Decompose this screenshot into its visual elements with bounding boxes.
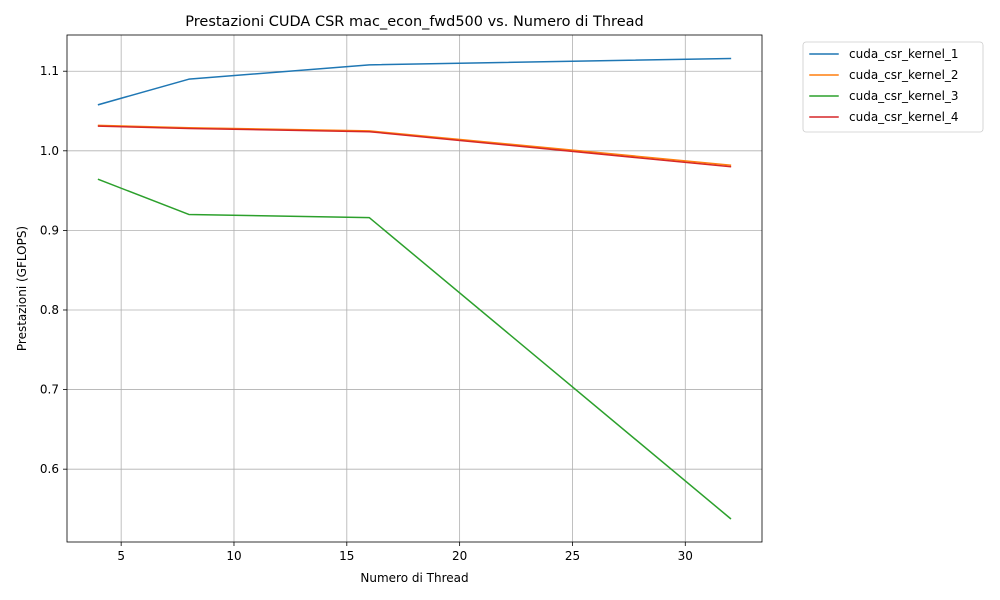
legend-label-3: cuda_csr_kernel_3 [849,89,959,103]
x-axis-label: Numero di Thread [360,571,468,585]
y-tick-label: 0.8 [40,303,59,317]
series-line-3 [97,178,732,520]
axis-ticks: 5 10 15 20 25 30 0.6 0.7 0.8 0.9 1.0 1.1 [40,64,693,563]
series-line-4 [97,125,732,168]
y-tick-label: 1.1 [40,64,59,78]
series-lines [97,57,732,520]
y-tick-label: 0.9 [40,223,59,237]
legend-label-4: cuda_csr_kernel_4 [849,110,959,124]
series-line-1 [97,57,732,106]
legend-label-2: cuda_csr_kernel_2 [849,68,959,82]
y-axis-label: Prestazioni (GFLOPS) [15,226,29,351]
y-tick-label: 0.7 [40,383,59,397]
y-tick-label: 0.6 [40,462,59,476]
legend-box [802,41,984,133]
x-tick-label: 5 [117,549,125,563]
x-tick-label: 20 [452,549,467,563]
x-tick-label: 25 [565,549,580,563]
chart-title: Prestazioni CUDA CSR mac_econ_fwd500 vs.… [185,14,643,30]
series-line-2 [97,124,732,166]
x-tick-label: 10 [226,549,241,563]
legend-label-1: cuda_csr_kernel_1 [849,47,959,61]
x-tick-label: 30 [678,549,693,563]
plot-frame [66,34,763,543]
x-tick-label: 15 [339,549,354,563]
legend: cuda_csr_kernel_1 cuda_csr_kernel_2 cuda_c… [802,41,984,133]
grid [67,35,762,542]
y-tick-label: 1.0 [40,144,59,158]
